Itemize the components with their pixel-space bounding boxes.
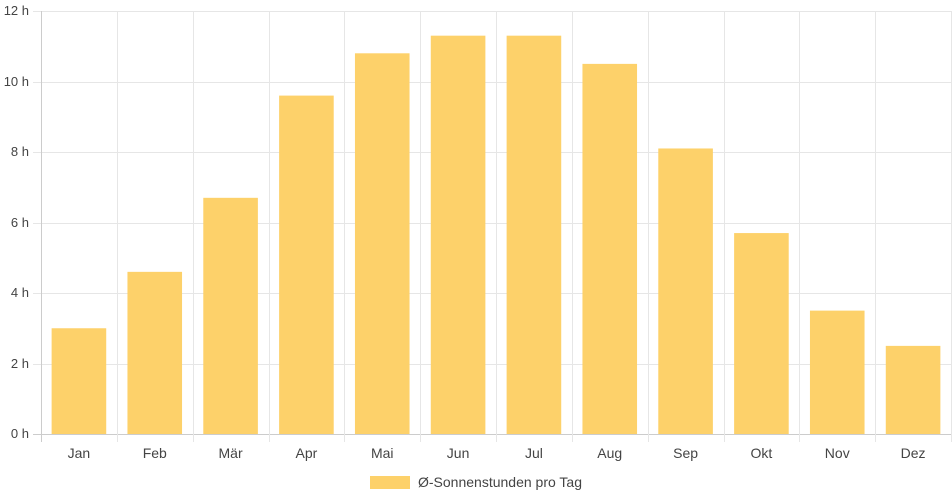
x-tick-label: Mär — [219, 445, 243, 461]
grid — [33, 11, 952, 442]
y-tick-label: 8 h — [11, 144, 29, 159]
bar-apr[interactable] — [279, 95, 334, 434]
bar-sep[interactable] — [658, 148, 713, 434]
bar-aug[interactable] — [582, 63, 638, 434]
x-tick-label: Jul — [525, 445, 543, 461]
y-tick-label: 12 h — [4, 3, 29, 18]
y-tick-label: 6 h — [11, 215, 29, 230]
x-tick-label: Feb — [143, 445, 167, 461]
x-tick-label: Jun — [447, 445, 470, 461]
x-tick-label: Mai — [371, 445, 394, 461]
bar-feb[interactable] — [127, 271, 183, 434]
y-tick-label: 2 h — [11, 356, 29, 371]
y-tick-label: 4 h — [11, 285, 29, 300]
legend[interactable]: Ø-Sonnenstunden pro Tag — [0, 472, 952, 492]
bar-nov[interactable] — [809, 310, 865, 434]
legend-swatch[interactable] — [370, 475, 410, 489]
y-tick-label: 10 h — [4, 74, 29, 89]
bar-jul[interactable] — [506, 35, 562, 435]
x-tick-label: Sep — [673, 445, 698, 461]
x-tick-label: Jan — [68, 445, 91, 461]
x-tick-label: Dez — [901, 445, 926, 461]
bar-mai[interactable] — [354, 53, 410, 435]
axes: 0 h 2 h 4 h 6 h 8 h 10 h 12 h Jan Feb Mär Apr Mai Ju… — [4, 3, 926, 461]
bar-dez[interactable] — [885, 345, 941, 434]
y-tick-label: 0 h — [11, 426, 29, 441]
bar-okt[interactable] — [734, 233, 789, 434]
bars — [51, 35, 941, 435]
x-tick-label: Apr — [296, 445, 318, 461]
x-tick-label: Nov — [825, 445, 850, 461]
legend-label[interactable]: Ø-Sonnenstunden pro Tag — [418, 474, 582, 490]
x-tick-label: Okt — [751, 445, 773, 461]
bar-jun[interactable] — [430, 35, 486, 435]
x-tick-label: Aug — [597, 445, 622, 461]
bar-mär[interactable] — [203, 197, 258, 434]
bar-chart: 0 h 2 h 4 h 6 h 8 h 10 h 12 h Jan Feb Mär Apr Mai Ju… — [4, 3, 952, 461]
bar-jan[interactable] — [51, 328, 107, 434]
